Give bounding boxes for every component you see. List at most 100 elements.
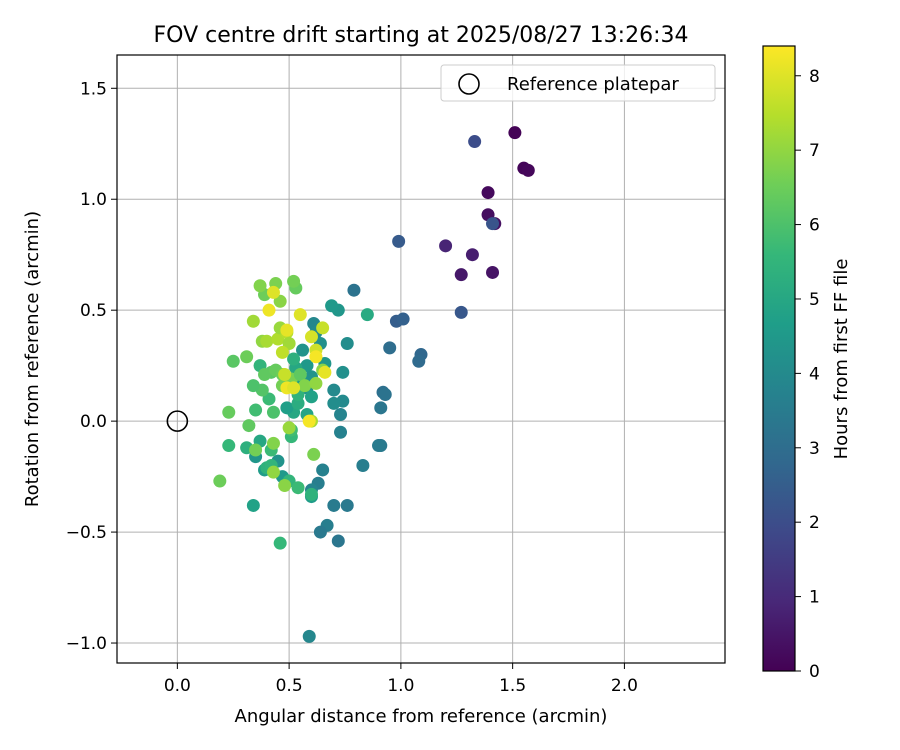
data-point xyxy=(213,474,227,488)
data-point xyxy=(396,312,410,326)
colorbar-tick-label: 8 xyxy=(809,67,820,87)
data-point xyxy=(439,239,453,253)
data-point xyxy=(309,350,323,364)
data-point xyxy=(486,265,500,279)
data-point xyxy=(302,414,316,428)
data-point xyxy=(262,303,276,317)
data-point xyxy=(318,365,332,379)
data-point xyxy=(275,345,289,359)
data-point xyxy=(481,186,495,200)
data-point xyxy=(246,379,260,393)
data-point xyxy=(316,321,330,335)
data-point xyxy=(271,332,285,346)
data-point xyxy=(334,407,348,421)
data-point xyxy=(465,248,479,262)
data-point xyxy=(327,396,341,410)
data-point xyxy=(293,368,307,382)
data-point xyxy=(260,334,274,348)
legend-box xyxy=(440,64,716,102)
legend-reference-marker xyxy=(458,73,480,95)
data-point xyxy=(266,436,280,450)
x-axis-ticks: 0.0 0.5 1.0 1.5 2.0 xyxy=(164,663,638,696)
data-point xyxy=(273,294,287,308)
data-point xyxy=(258,368,272,382)
x-axis-label: Angular distance from reference (arcmin) xyxy=(235,706,608,727)
colorbar-ticks: 0 1 2 3 4 5 6 7 8 xyxy=(795,67,820,682)
data-point xyxy=(360,308,374,322)
data-point xyxy=(383,341,397,355)
y-tick-label: −0.5 xyxy=(66,523,107,543)
data-point xyxy=(316,463,330,477)
legend: Reference platepar xyxy=(440,64,716,102)
data-point xyxy=(309,376,323,390)
data-point xyxy=(340,336,354,350)
data-point xyxy=(278,478,292,492)
data-point xyxy=(222,405,236,419)
data-point xyxy=(313,525,327,539)
data-point xyxy=(334,425,348,439)
y-tick-label: 1.5 xyxy=(80,79,107,99)
data-point xyxy=(293,308,307,322)
data-point xyxy=(307,447,321,461)
data-point xyxy=(468,135,482,149)
data-point xyxy=(280,401,294,415)
data-point xyxy=(304,487,318,501)
legend-entry-reference-platepar: Reference platepar xyxy=(507,74,679,95)
data-point xyxy=(273,536,287,550)
data-point xyxy=(242,419,256,433)
colorbar-label: Hours from first FF file xyxy=(831,259,852,460)
data-point xyxy=(240,350,254,364)
data-point xyxy=(266,465,280,479)
data-point xyxy=(304,390,318,404)
x-tick-label: 1.5 xyxy=(499,676,526,696)
data-point xyxy=(298,379,312,393)
y-tick-label: 0.5 xyxy=(80,301,107,321)
data-point xyxy=(374,401,388,415)
plot-frame xyxy=(116,54,726,664)
data-point xyxy=(304,330,318,344)
y-axis-label: Rotation from reference (arcmin) xyxy=(22,211,43,507)
x-tick-label: 0.0 xyxy=(164,676,191,696)
data-point xyxy=(347,283,361,297)
data-point xyxy=(222,439,236,453)
y-tick-label: −1.0 xyxy=(66,634,107,654)
colorbar-tick-label: 1 xyxy=(809,588,820,608)
colorbar: 0 1 2 3 4 5 6 7 8 Hours from first FF file xyxy=(762,45,852,682)
data-point xyxy=(246,498,260,512)
colorbar-tick-label: 2 xyxy=(809,513,820,533)
colorbar-gradient xyxy=(763,46,795,671)
data-point xyxy=(278,368,292,382)
data-point xyxy=(262,392,276,406)
data-point xyxy=(296,343,310,357)
data-point xyxy=(378,388,392,402)
data-point xyxy=(282,336,296,350)
data-point xyxy=(249,403,263,417)
chart-title: FOV centre drift starting at 2025/08/27 … xyxy=(154,23,689,48)
data-point xyxy=(266,285,280,299)
data-point xyxy=(280,323,294,337)
data-point xyxy=(412,354,426,368)
data-point xyxy=(287,381,301,395)
data-point xyxy=(249,443,263,457)
data-point xyxy=(356,459,370,473)
colorbar-tick-label: 0 xyxy=(809,662,820,682)
data-point xyxy=(282,421,296,435)
data-point xyxy=(454,305,468,319)
colorbar-tick-label: 7 xyxy=(809,141,820,161)
data-point xyxy=(246,314,260,328)
data-point xyxy=(331,534,345,548)
data-point xyxy=(226,354,240,368)
data-point xyxy=(287,274,301,288)
data-point xyxy=(327,383,341,397)
plot-area: 0.0 0.5 1.0 1.5 2.0 −1.0 −0.5 0.0 0.5 1.0 1.5 xyxy=(66,54,726,696)
y-tick-label: 1.0 xyxy=(80,190,107,210)
y-axis-ticks: −1.0 −0.5 0.0 0.5 1.0 1.5 xyxy=(66,79,117,654)
colorbar-tick-label: 4 xyxy=(809,364,820,384)
colorbar-tick-label: 6 xyxy=(809,216,820,236)
data-points xyxy=(213,126,535,643)
x-tick-label: 2.0 xyxy=(611,676,638,696)
data-point xyxy=(372,439,386,453)
data-point xyxy=(454,268,468,282)
data-point xyxy=(287,352,301,366)
